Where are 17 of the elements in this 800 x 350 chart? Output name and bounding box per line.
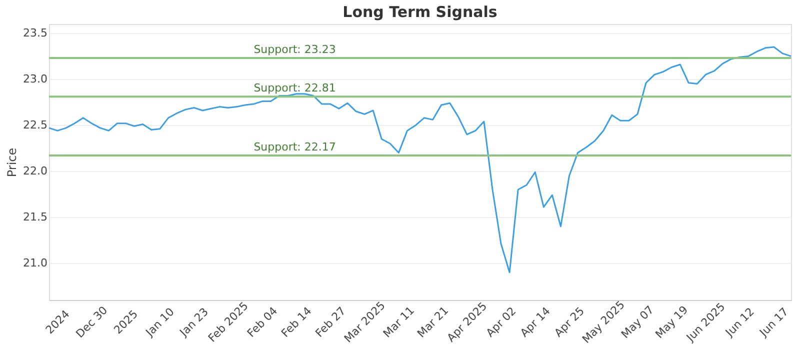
ref-line-label: Support: 22.17 [254,140,336,154]
x-tick-label: Apr 14 [518,304,553,340]
ref-line-label: Support: 23.23 [254,43,336,56]
chart-title: Long Term Signals [342,3,498,21]
y-tick-label: 21.0 [23,256,48,270]
line-series [48,46,792,274]
x-tick-label: Jan 10 [142,305,177,340]
x-tick-label: Dec 30 [73,304,110,340]
y-tick-label: 22.5 [23,118,48,132]
ref-line-label: Support: 22.81 [254,82,336,95]
y-tick-label: 22.0 [23,164,48,178]
y-tick-label: 21.5 [23,210,48,224]
x-tick-label: Feb 14 [278,304,314,340]
x-tick-label: Jun 17 [756,305,791,340]
y-tick-label: 23.0 [23,72,48,86]
y-tick-label: 23.5 [23,26,48,40]
y-axis-title: Price [5,148,20,178]
